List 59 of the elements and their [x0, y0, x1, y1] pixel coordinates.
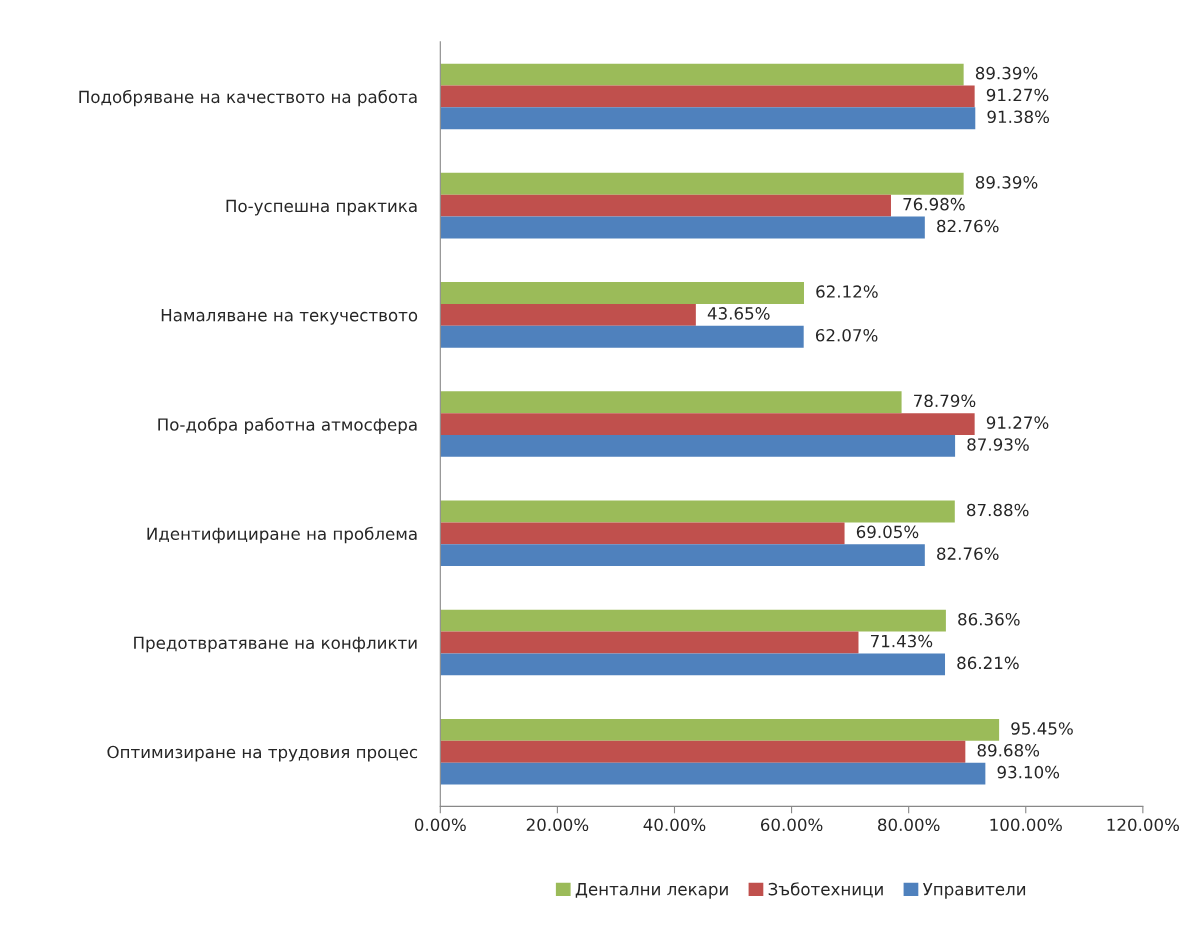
- data-label: 89.68%: [977, 743, 1040, 757]
- legend-label: Дентални лекари: [575, 883, 728, 899]
- y-tick-label: По-добра работна атмосфера: [158, 417, 417, 435]
- bar: [440, 653, 946, 676]
- bar: [440, 282, 804, 304]
- data-label: 91.27%: [986, 88, 1049, 102]
- data-label: 95.45%: [1011, 722, 1073, 735]
- bar: [440, 325, 804, 348]
- x-tick-label: 0.00%: [414, 818, 466, 832]
- x-tick-label: 80.00%: [878, 818, 940, 832]
- y-tick-label: Намаляване на текучеството: [161, 309, 418, 325]
- data-label: 86.21%: [957, 656, 1019, 670]
- bar: [440, 63, 964, 86]
- y-tick-label: Подобряване на качеството на работа: [79, 89, 417, 107]
- data-label: 82.76%: [937, 547, 999, 560]
- data-label: 89.39%: [975, 176, 1038, 189]
- bar: [440, 85, 975, 108]
- data-label: 91.38%: [987, 110, 1050, 124]
- data-label: 93.10%: [997, 765, 1060, 779]
- data-label: 62.07%: [815, 328, 878, 342]
- bar: [440, 413, 975, 436]
- y-tick-label: Предотвратяване на конфликти: [134, 636, 417, 653]
- bar: [440, 303, 696, 326]
- data-label: 78.79%: [914, 394, 976, 408]
- bar: [440, 718, 1000, 741]
- bar: [440, 631, 859, 654]
- legend-label: Зъботехници: [768, 882, 883, 898]
- data-label: 71.43%: [870, 634, 933, 648]
- bar: [440, 172, 964, 195]
- data-label: 87.93%: [967, 438, 1029, 451]
- bar: [440, 762, 986, 785]
- y-tick-label: По-успешна практика: [226, 199, 417, 216]
- data-label: 62.12%: [816, 285, 878, 298]
- bar: [440, 500, 955, 523]
- bar: [440, 107, 976, 130]
- x-tick-label: 120.00%: [1107, 818, 1180, 832]
- data-label: 76.98%: [903, 197, 965, 211]
- bar: [440, 391, 902, 414]
- bar: [440, 609, 946, 632]
- bar: [440, 544, 925, 567]
- bar: [440, 522, 845, 545]
- x-tick-label: 100.00%: [990, 818, 1062, 832]
- data-label: 86.36%: [958, 612, 1020, 626]
- x-tick-label: 20.00%: [526, 818, 589, 832]
- bar: [440, 194, 891, 217]
- data-label: 69.05%: [856, 525, 919, 539]
- y-tick-label: Оптимизиране на трудовия процес: [107, 745, 418, 762]
- data-label: 87.88%: [967, 503, 1029, 517]
- bar: [440, 216, 925, 239]
- data-label: 89.39%: [975, 66, 1038, 80]
- x-tick-label: 60.00%: [760, 818, 823, 832]
- data-label: 43.65%: [707, 307, 770, 320]
- data-label: 82.76%: [937, 219, 999, 233]
- bar: [440, 435, 956, 457]
- data-label: 91.27%: [986, 416, 1049, 429]
- bar: [440, 740, 966, 763]
- legend-label: Управители: [922, 883, 1026, 899]
- y-tick-label: Идентифициране на проблема: [147, 526, 417, 544]
- x-tick-label: 40.00%: [643, 818, 706, 832]
